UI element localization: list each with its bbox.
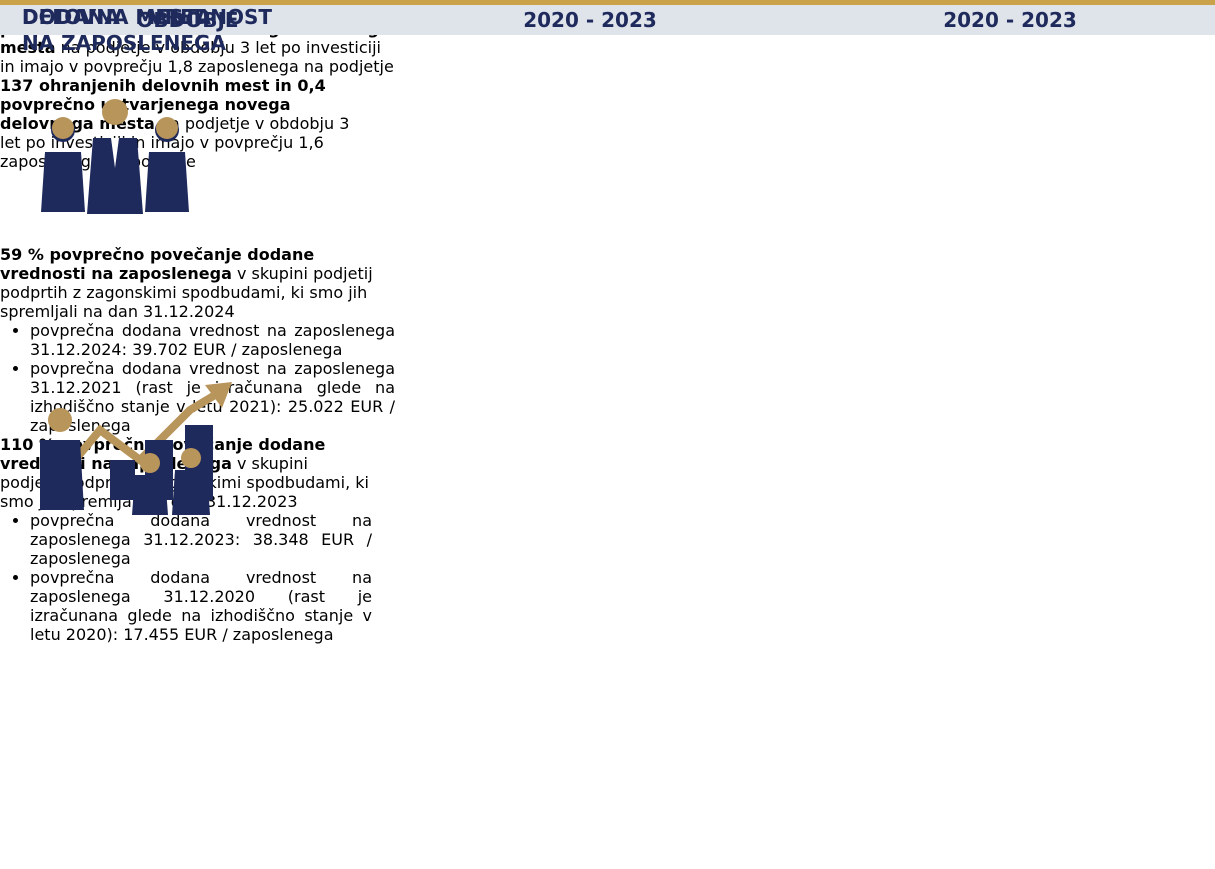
cell: ▪137 ohranjenih delovnih mest in 0,4 pov…: [0, 76, 372, 171]
table-row: DELOVNA MESTA▪134 ohranjenih delovnih me…: [0, 0, 1215, 245]
people-icon: [41, 99, 189, 214]
cell: ▪59 % povprečno povečanje dodane vrednos…: [0, 245, 395, 435]
header-cell: 2020 - 2023: [943, 8, 1077, 32]
sub-item: povprečna dodana vrednost na zaposlenega…: [30, 511, 372, 568]
sub-item: povprečna dodana vrednost na zaposlenega…: [30, 321, 395, 359]
sub-list: povprečna dodana vrednost na zaposlenega…: [0, 321, 395, 435]
sub-list: povprečna dodana vrednost na zaposlenega…: [0, 511, 372, 644]
sub-item: povprečna dodana vrednost na zaposlenega…: [30, 359, 395, 435]
text: v skupini podjetij podprtih z zagonskimi…: [0, 264, 373, 321]
bold-text: 137 ohranjenih delovnih mest in 0,4 povp…: [0, 76, 326, 133]
header-cell: OBDOBJE: [136, 8, 239, 32]
header-row: OBDOBJE 2020 - 2023 2020 - 2023: [0, 5, 1215, 35]
sub-item: povprečna dodana vrednost na zaposlenega…: [30, 568, 372, 644]
row-label: DELOVNA MESTA: [22, 5, 211, 29]
header-cell: 2020 - 2023: [523, 8, 657, 32]
top-strip: [0, 0, 1215, 5]
bold-text: 59 % povprečno povečanje dodane vrednost…: [0, 245, 315, 283]
growth-icon: [40, 382, 232, 515]
row-label: DODANA VREDNOST NA ZAPOSLENEGA: [22, 5, 272, 55]
text: na podjetje v obdobju 3 let po investici…: [0, 38, 394, 76]
